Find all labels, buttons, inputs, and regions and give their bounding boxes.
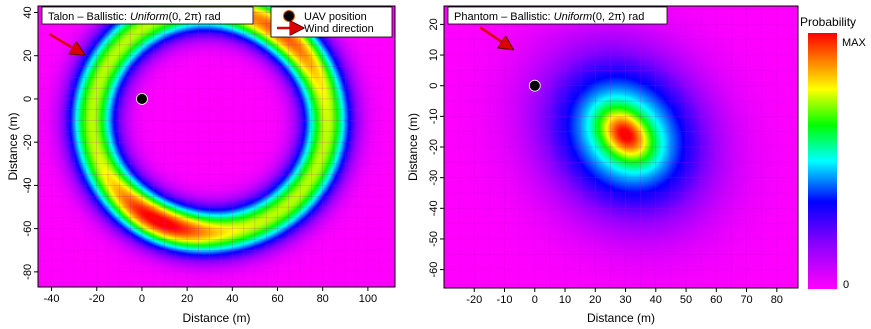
colorbar-min-label: 0 <box>843 279 849 291</box>
colorbar: Probability MAX 0 <box>800 15 867 291</box>
phantom-y-tick-label: -20 <box>428 139 440 155</box>
talon-y-tick-label: -60 <box>22 221 34 237</box>
phantom-x-tick-label: 30 <box>619 294 631 306</box>
talon-y-axis-label: Distance (m) <box>6 112 20 180</box>
phantom-x-tick-label: 0 <box>532 294 538 306</box>
phantom-x-tick-label: 10 <box>559 294 571 306</box>
phantom-grid <box>444 6 798 288</box>
phantom-y-tick-label: 10 <box>428 49 440 61</box>
svg-text:Talon – Ballistic: Uniform(0,: Talon – Ballistic: Uniform(0, 2π) rad <box>48 11 221 23</box>
talon-x-tick-label: 0 <box>139 293 145 305</box>
phantom-y-tick-label: -10 <box>428 108 440 124</box>
phantom-y-axis-label: Distance (m) <box>406 113 420 181</box>
colorbar-max-label: MAX <box>842 37 867 49</box>
legend: UAV position Wind direction <box>270 6 393 38</box>
talon-x-tick-label: -40 <box>44 293 60 305</box>
phantom-title-dist: Uniform <box>554 11 593 23</box>
phantom-probability-heatmap <box>444 6 798 288</box>
colorbar-title: Probability <box>800 15 856 29</box>
talon-y-tick-label: 40 <box>22 6 34 18</box>
legend-uav-marker <box>283 10 295 22</box>
phantom-uav-marker <box>528 79 541 92</box>
phantom-title-prefix: Phantom – Ballistic: <box>454 11 554 23</box>
talon-axis-ticks: -40 -20 0 20 40 60 80 100 -80 -60 -40 -20 0 20 40 <box>22 6 377 305</box>
talon-x-axis-label: Distance (m) <box>182 311 250 325</box>
phantom-y-tick-label: 20 <box>428 18 440 30</box>
talon-x-tick-label: 80 <box>317 293 329 305</box>
talon-title-box: Talon – Ballistic: Uniform(0, 2π) rad <box>41 6 254 25</box>
talon-title-prefix: Talon – Ballistic: <box>48 11 130 23</box>
talon-wind-arrow <box>48 33 78 51</box>
talon-x-tick-label: 100 <box>359 293 377 305</box>
talon-probability-heatmap <box>38 6 395 287</box>
phantom-x-tick-label: 80 <box>771 294 783 306</box>
talon-x-tick-label: 60 <box>271 293 283 305</box>
talon-x-tick-label: 20 <box>181 293 193 305</box>
talon-y-tick-label: 20 <box>22 50 34 62</box>
svg-text:Phantom – Ballistic: Uniform(0: Phantom – Ballistic: Uniform(0, 2π) rad <box>454 11 644 23</box>
phantom-x-tick-label: 70 <box>740 294 752 306</box>
talon-grid <box>38 6 395 287</box>
talon-title-suffix: (0, 2π) rad <box>168 11 220 23</box>
talon-x-tick-label: -20 <box>89 293 105 305</box>
phantom-x-tick-label: 50 <box>680 294 692 306</box>
talon-title-dist: Uniform <box>130 11 169 23</box>
talon-heatmap-panel: -40 -20 0 20 40 60 80 100 -80 -60 -40 -20 0 20 40 Dist… <box>6 5 396 325</box>
phantom-x-tick-label: -10 <box>497 294 513 306</box>
phantom-axis-ticks: -20 -10 0 10 20 30 40 50 60 70 80 -60 -50 -40 -30 -20 -1… <box>428 18 783 306</box>
phantom-x-tick-label: 20 <box>589 294 601 306</box>
talon-y-tick-label: -20 <box>22 134 34 150</box>
phantom-y-tick-label: -60 <box>428 262 440 278</box>
phantom-heatmap-panel: -20 -10 0 10 20 30 40 50 60 70 80 -60 -50 -40 -30 -20 -1… <box>406 5 799 325</box>
talon-plot-frame <box>37 5 396 288</box>
legend-uav-label: UAV position <box>304 11 367 23</box>
phantom-x-axis-label: Distance (m) <box>587 311 655 325</box>
phantom-x-tick-label: -20 <box>466 294 482 306</box>
legend-wind-label: Wind direction <box>304 23 374 35</box>
phantom-y-tick-label: -50 <box>428 231 440 247</box>
talon-x-tick-label: 40 <box>226 293 238 305</box>
phantom-title-box: Phantom – Ballistic: Uniform(0, 2π) rad <box>447 6 668 25</box>
phantom-title-suffix: (0, 2π) rad <box>592 11 644 23</box>
phantom-y-tick-label: -30 <box>428 170 440 186</box>
phantom-wind-arrow <box>479 26 507 45</box>
colorbar-gradient <box>808 33 837 289</box>
talon-y-tick-label: -80 <box>22 264 34 280</box>
phantom-y-tick-label: 0 <box>428 83 440 89</box>
talon-y-tick-label: 0 <box>22 96 34 102</box>
phantom-y-tick-label: -40 <box>428 200 440 216</box>
talon-y-tick-label: -40 <box>22 177 34 193</box>
phantom-x-tick-label: 40 <box>650 294 662 306</box>
phantom-x-tick-label: 60 <box>710 294 722 306</box>
talon-uav-marker <box>136 93 148 105</box>
